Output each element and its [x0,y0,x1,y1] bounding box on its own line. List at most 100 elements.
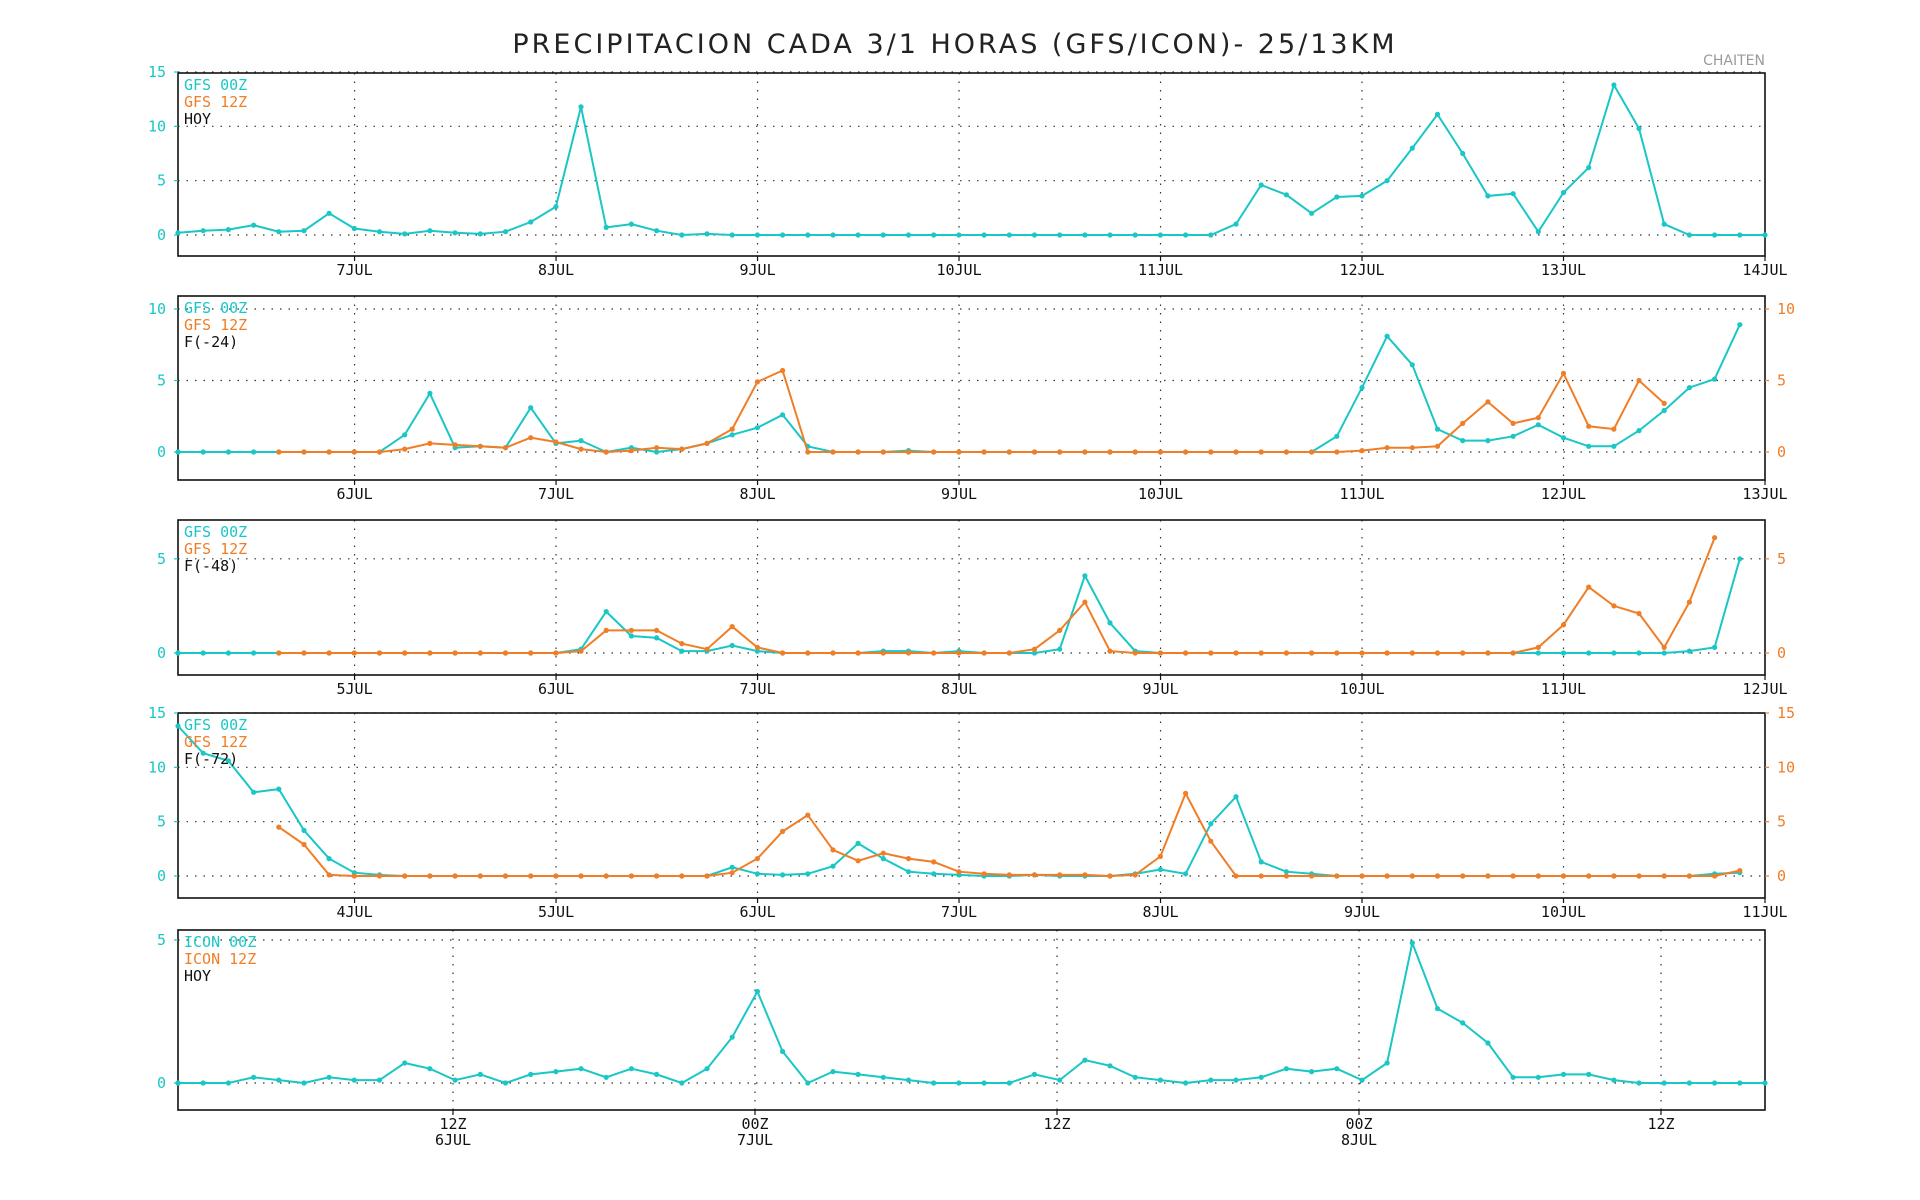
x-tick-label: 11JUL [1541,680,1586,698]
data-point [754,988,761,995]
data-point [1258,449,1264,455]
data-point [1712,232,1718,238]
series-icon-00z [175,939,1768,1086]
data-point [578,446,584,452]
series-line [278,369,1665,454]
data-point [553,650,559,656]
data-point [1107,873,1113,879]
y-tick-label-left: 15 [148,63,166,81]
data-point [1208,1077,1214,1083]
panel-frame [177,519,1766,676]
data-point [175,723,181,729]
y-tick-label-right: 5 [1777,372,1786,390]
data-point [326,872,332,878]
data-point [301,449,307,455]
data-point [1510,650,1516,656]
data-point [830,449,836,455]
data-point [704,646,710,652]
data-point [1661,221,1667,227]
y-tick-label-left: 5 [157,172,166,190]
data-point [1460,438,1466,444]
legend-entry: GFS 00Z [184,523,247,541]
data-point [1460,150,1466,157]
data-point [427,873,433,879]
legend-entry: GFS 00Z [184,76,247,94]
x-tick-label: 10JUL [1138,485,1183,503]
data-point [553,873,559,879]
data-point [1560,622,1567,628]
data-point [1434,426,1441,432]
series-gfs-00z [175,723,1743,879]
data-point [729,426,735,432]
data-point [905,449,912,455]
data-point [603,873,609,879]
data-point [1661,650,1667,656]
data-point [1409,873,1415,879]
data-point [805,232,811,238]
data-point [1636,873,1642,879]
chart-title: PRECIPITACION CADA 3/1 HORAS (GFS/ICON)-… [512,29,1397,60]
data-point [1586,1071,1592,1077]
legend-entry: F(-72) [184,750,238,768]
legend-entry: GFS 12Z [184,93,247,111]
data-point [855,232,861,238]
x-tick-label: 8JUL [941,680,977,698]
data-point [1006,232,1012,238]
data-point [830,650,836,656]
data-point [452,230,458,236]
data-point [1309,873,1315,879]
series-line [178,939,1765,1085]
data-point [1157,853,1163,860]
data-point [175,449,181,455]
data-point [1233,650,1239,656]
x-tick-label-hour: 00Z [741,1115,768,1133]
legend-entry: HOY [184,967,211,985]
data-point [276,824,282,830]
x-tick-label: 11JUL [1138,261,1183,279]
data-point [1485,1040,1491,1046]
data-point [1661,400,1667,406]
data-point [1560,435,1567,441]
data-point [1334,433,1340,439]
data-point [1485,193,1491,199]
data-point [905,869,912,875]
data-point [1359,1077,1365,1083]
data-point [880,650,886,656]
data-point [1233,1077,1239,1083]
data-point [1359,193,1365,199]
data-point [729,864,735,870]
data-point [1384,333,1390,339]
y-tick-label-left: 10 [148,117,166,135]
data-point [1157,449,1163,455]
data-point [1686,385,1692,391]
data-point [754,232,761,238]
data-point [1258,182,1264,188]
data-point [528,873,534,879]
data-point [1737,868,1743,874]
data-point [931,232,937,238]
data-point [477,650,483,656]
data-point [805,871,811,877]
data-point [1686,873,1692,879]
data-point [1712,873,1718,879]
x-tick-label: 12JUL [1541,485,1586,503]
x-tick-label: 12JUL [1339,261,1384,279]
data-point [1334,873,1340,879]
data-point [1057,1077,1063,1083]
data-point [1510,191,1516,197]
x-tick-label: 8JUL [538,261,574,279]
y-tick-label-left: 0 [157,1074,166,1092]
series-gfs-12z [276,367,1667,455]
data-point [780,828,786,835]
data-point [1334,449,1340,455]
data-point [1107,449,1113,455]
data-point [679,648,685,654]
data-point [452,442,458,448]
legend-entry: ICON 00Z [184,933,256,951]
data-point [1384,445,1390,451]
data-point [502,229,509,235]
data-point [1560,190,1567,196]
data-point [1057,449,1063,455]
data-point [1233,221,1239,227]
data-point [1510,873,1516,879]
